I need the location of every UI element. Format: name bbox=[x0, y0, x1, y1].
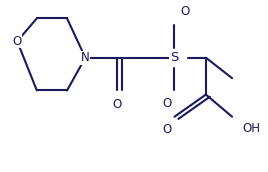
Text: OH: OH bbox=[243, 122, 260, 135]
Text: O: O bbox=[162, 123, 171, 136]
Text: N: N bbox=[81, 51, 90, 64]
Text: O: O bbox=[180, 5, 189, 18]
Text: S: S bbox=[170, 51, 179, 64]
Text: O: O bbox=[162, 97, 171, 110]
Text: O: O bbox=[13, 35, 22, 48]
Text: O: O bbox=[112, 98, 121, 111]
